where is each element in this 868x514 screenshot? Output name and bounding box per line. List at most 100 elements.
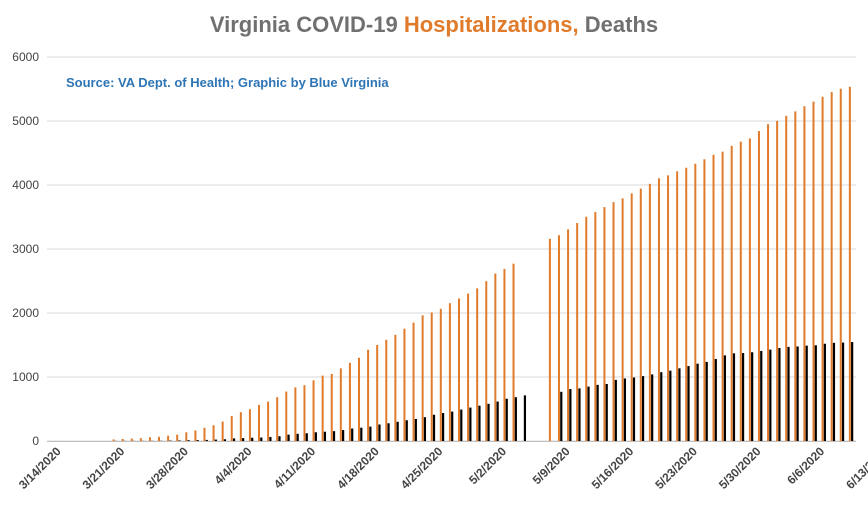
deaths-bar bbox=[332, 431, 336, 441]
hospitalizations-bar bbox=[248, 409, 251, 441]
hospitalizations-bar bbox=[830, 92, 833, 442]
hospitalizations-bar bbox=[148, 437, 151, 441]
deaths-bar bbox=[732, 353, 736, 441]
chart-source-note: Source: VA Dept. of Health; Graphic by B… bbox=[66, 75, 389, 90]
deaths-bar bbox=[205, 439, 208, 441]
x-tick-label: 5/23/2020 bbox=[652, 444, 700, 492]
hospitalizations-bar bbox=[576, 223, 579, 441]
deaths-bar bbox=[442, 412, 445, 441]
deaths-bar bbox=[514, 397, 517, 441]
deaths-bar bbox=[296, 433, 299, 441]
deaths-bar bbox=[305, 433, 308, 441]
deaths-bar bbox=[314, 432, 317, 441]
hospitalizations-bar bbox=[621, 198, 624, 441]
bars bbox=[112, 86, 854, 442]
hospitalizations-bar bbox=[130, 438, 133, 441]
hospitalizations-bar bbox=[476, 288, 479, 441]
hospitalizations-bar bbox=[194, 430, 197, 441]
hospitalizations-bar bbox=[685, 167, 688, 441]
deaths-bar bbox=[632, 377, 636, 441]
deaths-bar bbox=[560, 391, 563, 441]
hospitalizations-bar bbox=[594, 212, 597, 441]
deaths-bar bbox=[505, 398, 508, 441]
deaths-bar bbox=[351, 428, 354, 441]
deaths-bar bbox=[487, 403, 490, 441]
deaths-bar bbox=[605, 383, 608, 441]
hospitalizations-bar bbox=[348, 362, 351, 441]
hospitalizations-bar bbox=[839, 88, 842, 441]
hospitalizations-bar bbox=[467, 293, 470, 441]
x-tick-label: 5/2/2020 bbox=[466, 444, 509, 487]
y-tick-label: 0 bbox=[32, 434, 39, 448]
deaths-bar bbox=[469, 407, 472, 441]
deaths-bar bbox=[760, 350, 763, 441]
hospitalizations-bar bbox=[403, 328, 406, 441]
hospitalizations-bar bbox=[630, 193, 633, 441]
deaths-bar bbox=[741, 353, 745, 441]
hospitalizations-bar bbox=[767, 124, 770, 441]
hospitalizations-bar bbox=[639, 188, 642, 441]
deaths-bar bbox=[387, 423, 390, 441]
deaths-bar bbox=[596, 384, 599, 441]
deaths-bar bbox=[751, 352, 754, 441]
hospitalizations-bar bbox=[239, 412, 242, 441]
deaths-bar bbox=[769, 349, 772, 441]
x-tick-label: 6/13/2020 bbox=[843, 444, 868, 492]
hospitalizations-bar bbox=[821, 96, 824, 441]
hospitalizations-bar bbox=[457, 298, 460, 441]
deaths-bar bbox=[669, 370, 672, 441]
hospitalizations-bar bbox=[794, 111, 797, 442]
x-tick-label: 3/28/2020 bbox=[143, 444, 191, 492]
hospitalizations-bar bbox=[712, 154, 715, 442]
deaths-bar bbox=[623, 378, 627, 441]
y-tick-label: 3000 bbox=[12, 242, 39, 256]
deaths-bar bbox=[278, 436, 281, 441]
hospitalizations-bar bbox=[312, 380, 315, 441]
hospitalizations-bar bbox=[367, 349, 370, 441]
y-tick-label: 1000 bbox=[12, 370, 39, 384]
deaths-bar bbox=[851, 342, 854, 441]
hospitalizations-bar bbox=[303, 385, 306, 441]
hospitalizations-bar bbox=[676, 171, 679, 442]
deaths-bar bbox=[796, 346, 799, 441]
deaths-bar bbox=[678, 368, 681, 441]
hospitalizations-bar bbox=[739, 141, 742, 441]
hospitalizations-bar bbox=[494, 273, 497, 441]
deaths-bar bbox=[423, 417, 427, 441]
hospitalizations-bar bbox=[430, 312, 433, 441]
hospitalizations-bar bbox=[376, 345, 379, 441]
deaths-bar bbox=[841, 342, 845, 441]
hospitalizations-bar bbox=[321, 375, 324, 441]
deaths-bar bbox=[723, 355, 726, 441]
deaths-bar bbox=[360, 427, 363, 441]
deaths-bar bbox=[369, 426, 372, 441]
deaths-bar bbox=[478, 405, 481, 441]
deaths-bar bbox=[714, 359, 717, 441]
deaths-bar bbox=[614, 379, 617, 441]
deaths-bar bbox=[260, 437, 263, 441]
hospitalizations-bar bbox=[785, 115, 788, 441]
hospitalizations-bar bbox=[121, 438, 124, 441]
hospitalizations-bar bbox=[439, 308, 442, 441]
x-tick-label: 3/21/2020 bbox=[80, 444, 128, 492]
hospitalizations-bar bbox=[421, 315, 424, 441]
hospitalizations-bar bbox=[812, 101, 815, 441]
x-tick-label: 4/11/2020 bbox=[271, 444, 318, 491]
deaths-bar bbox=[569, 389, 572, 441]
hospitalizations-bar bbox=[612, 202, 615, 441]
hospitalizations-bar bbox=[212, 425, 215, 441]
hospitalizations-bar bbox=[203, 427, 206, 441]
hospitalizations-bar bbox=[276, 397, 279, 441]
hospitalizations-bar bbox=[512, 263, 515, 441]
hospitalizations-bar bbox=[603, 207, 606, 441]
x-axis: 3/14/2020 3/21/2020 3/28/2020 4/4/2020 4/11/… bbox=[16, 441, 868, 492]
x-tick-label: 5/16/2020 bbox=[589, 444, 637, 492]
deaths-bar bbox=[405, 420, 408, 441]
hospitalizations-bar bbox=[339, 368, 342, 441]
deaths-bar bbox=[287, 434, 290, 441]
hospitalizations-bar bbox=[585, 216, 588, 441]
hospitalizations-bar bbox=[385, 339, 388, 441]
deaths-bar bbox=[578, 388, 581, 441]
deaths-bar bbox=[396, 421, 399, 441]
deaths-bar bbox=[187, 440, 190, 441]
